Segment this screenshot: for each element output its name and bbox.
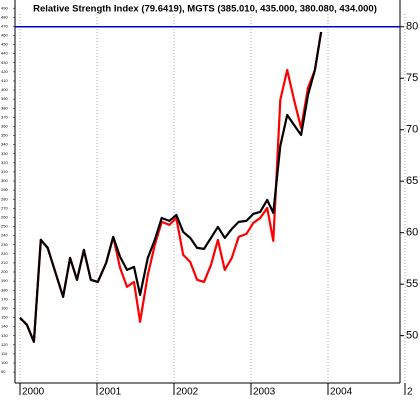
- y-tick-label: 50: [406, 330, 418, 342]
- y2-tick-label: 310: [1, 169, 8, 174]
- y2-tick-label: 90: [1, 369, 6, 374]
- y2-tick-label: 380: [1, 105, 8, 110]
- y2-tick-label: 470: [1, 23, 8, 28]
- y2-tick-label: 100: [1, 360, 8, 365]
- y2-tick-label: 160: [1, 305, 8, 310]
- y2-tick-label: 350: [1, 133, 8, 138]
- y2-tick-label: 290: [1, 187, 8, 192]
- y-tick-label: 60: [406, 227, 418, 239]
- y2-tick-label: 280: [1, 196, 8, 201]
- y2-tick-label: 250: [1, 224, 8, 229]
- y2-tick-label: 420: [1, 69, 8, 74]
- y2-tick-label: 170: [1, 296, 8, 301]
- y2-tick-label: 490: [1, 5, 8, 10]
- y2-tick-label: 220: [1, 251, 8, 256]
- y2-tick-label: 110: [1, 351, 8, 356]
- y2-tick-label: 140: [1, 324, 8, 329]
- x-tick-label: 2000: [22, 387, 45, 398]
- x-tick-label: 2002: [176, 387, 199, 398]
- y2-tick-label: 430: [1, 60, 8, 65]
- y-tick-label: 65: [406, 175, 418, 187]
- y2-tick-label: 450: [1, 42, 8, 47]
- y2-tick-label: 270: [1, 205, 8, 210]
- y2-tick-label: 210: [1, 260, 8, 265]
- y2-tick-label: 130: [1, 333, 8, 338]
- y2-tick-label: 330: [1, 151, 8, 156]
- y2-tick-label: 480: [1, 14, 8, 19]
- y2-tick-label: 460: [1, 33, 8, 38]
- x-tick-label: 2003: [253, 387, 276, 398]
- y2-tick-label: 120: [1, 342, 8, 347]
- y2-tick-label: 150: [1, 315, 8, 320]
- y2-tick-label: 360: [1, 124, 8, 129]
- x-tick-label: 2001: [99, 387, 122, 398]
- y2-tick-label: 400: [1, 87, 8, 92]
- y2-tick-label: 180: [1, 287, 8, 292]
- y2-tick-label: 440: [1, 51, 8, 56]
- y2-tick-label: 190: [1, 278, 8, 283]
- y-tick-label: 70: [406, 124, 418, 136]
- y-tick-label: 75: [406, 72, 418, 84]
- y2-tick-label: 230: [1, 242, 8, 247]
- y-tick-label: 55: [406, 278, 418, 290]
- y2-tick-label: 200: [1, 269, 8, 274]
- y2-tick-label: 370: [1, 114, 8, 119]
- y2-tick-label: 240: [1, 233, 8, 238]
- y-tick-label: 80: [406, 21, 418, 33]
- x-tick-label: 2004: [330, 387, 353, 398]
- y2-tick-label: 320: [1, 160, 8, 165]
- y2-tick-label: 260: [1, 214, 8, 219]
- x-tick-label: 2: [407, 387, 413, 398]
- y2-tick-label: 390: [1, 96, 8, 101]
- series-line: [19, 31, 323, 343]
- y2-tick-label: 410: [1, 78, 8, 83]
- chart-title: Relative Strength Index (79.6419), MGTS …: [33, 4, 377, 15]
- y2-tick-label: 300: [1, 178, 8, 183]
- y2-tick-label: 340: [1, 142, 8, 147]
